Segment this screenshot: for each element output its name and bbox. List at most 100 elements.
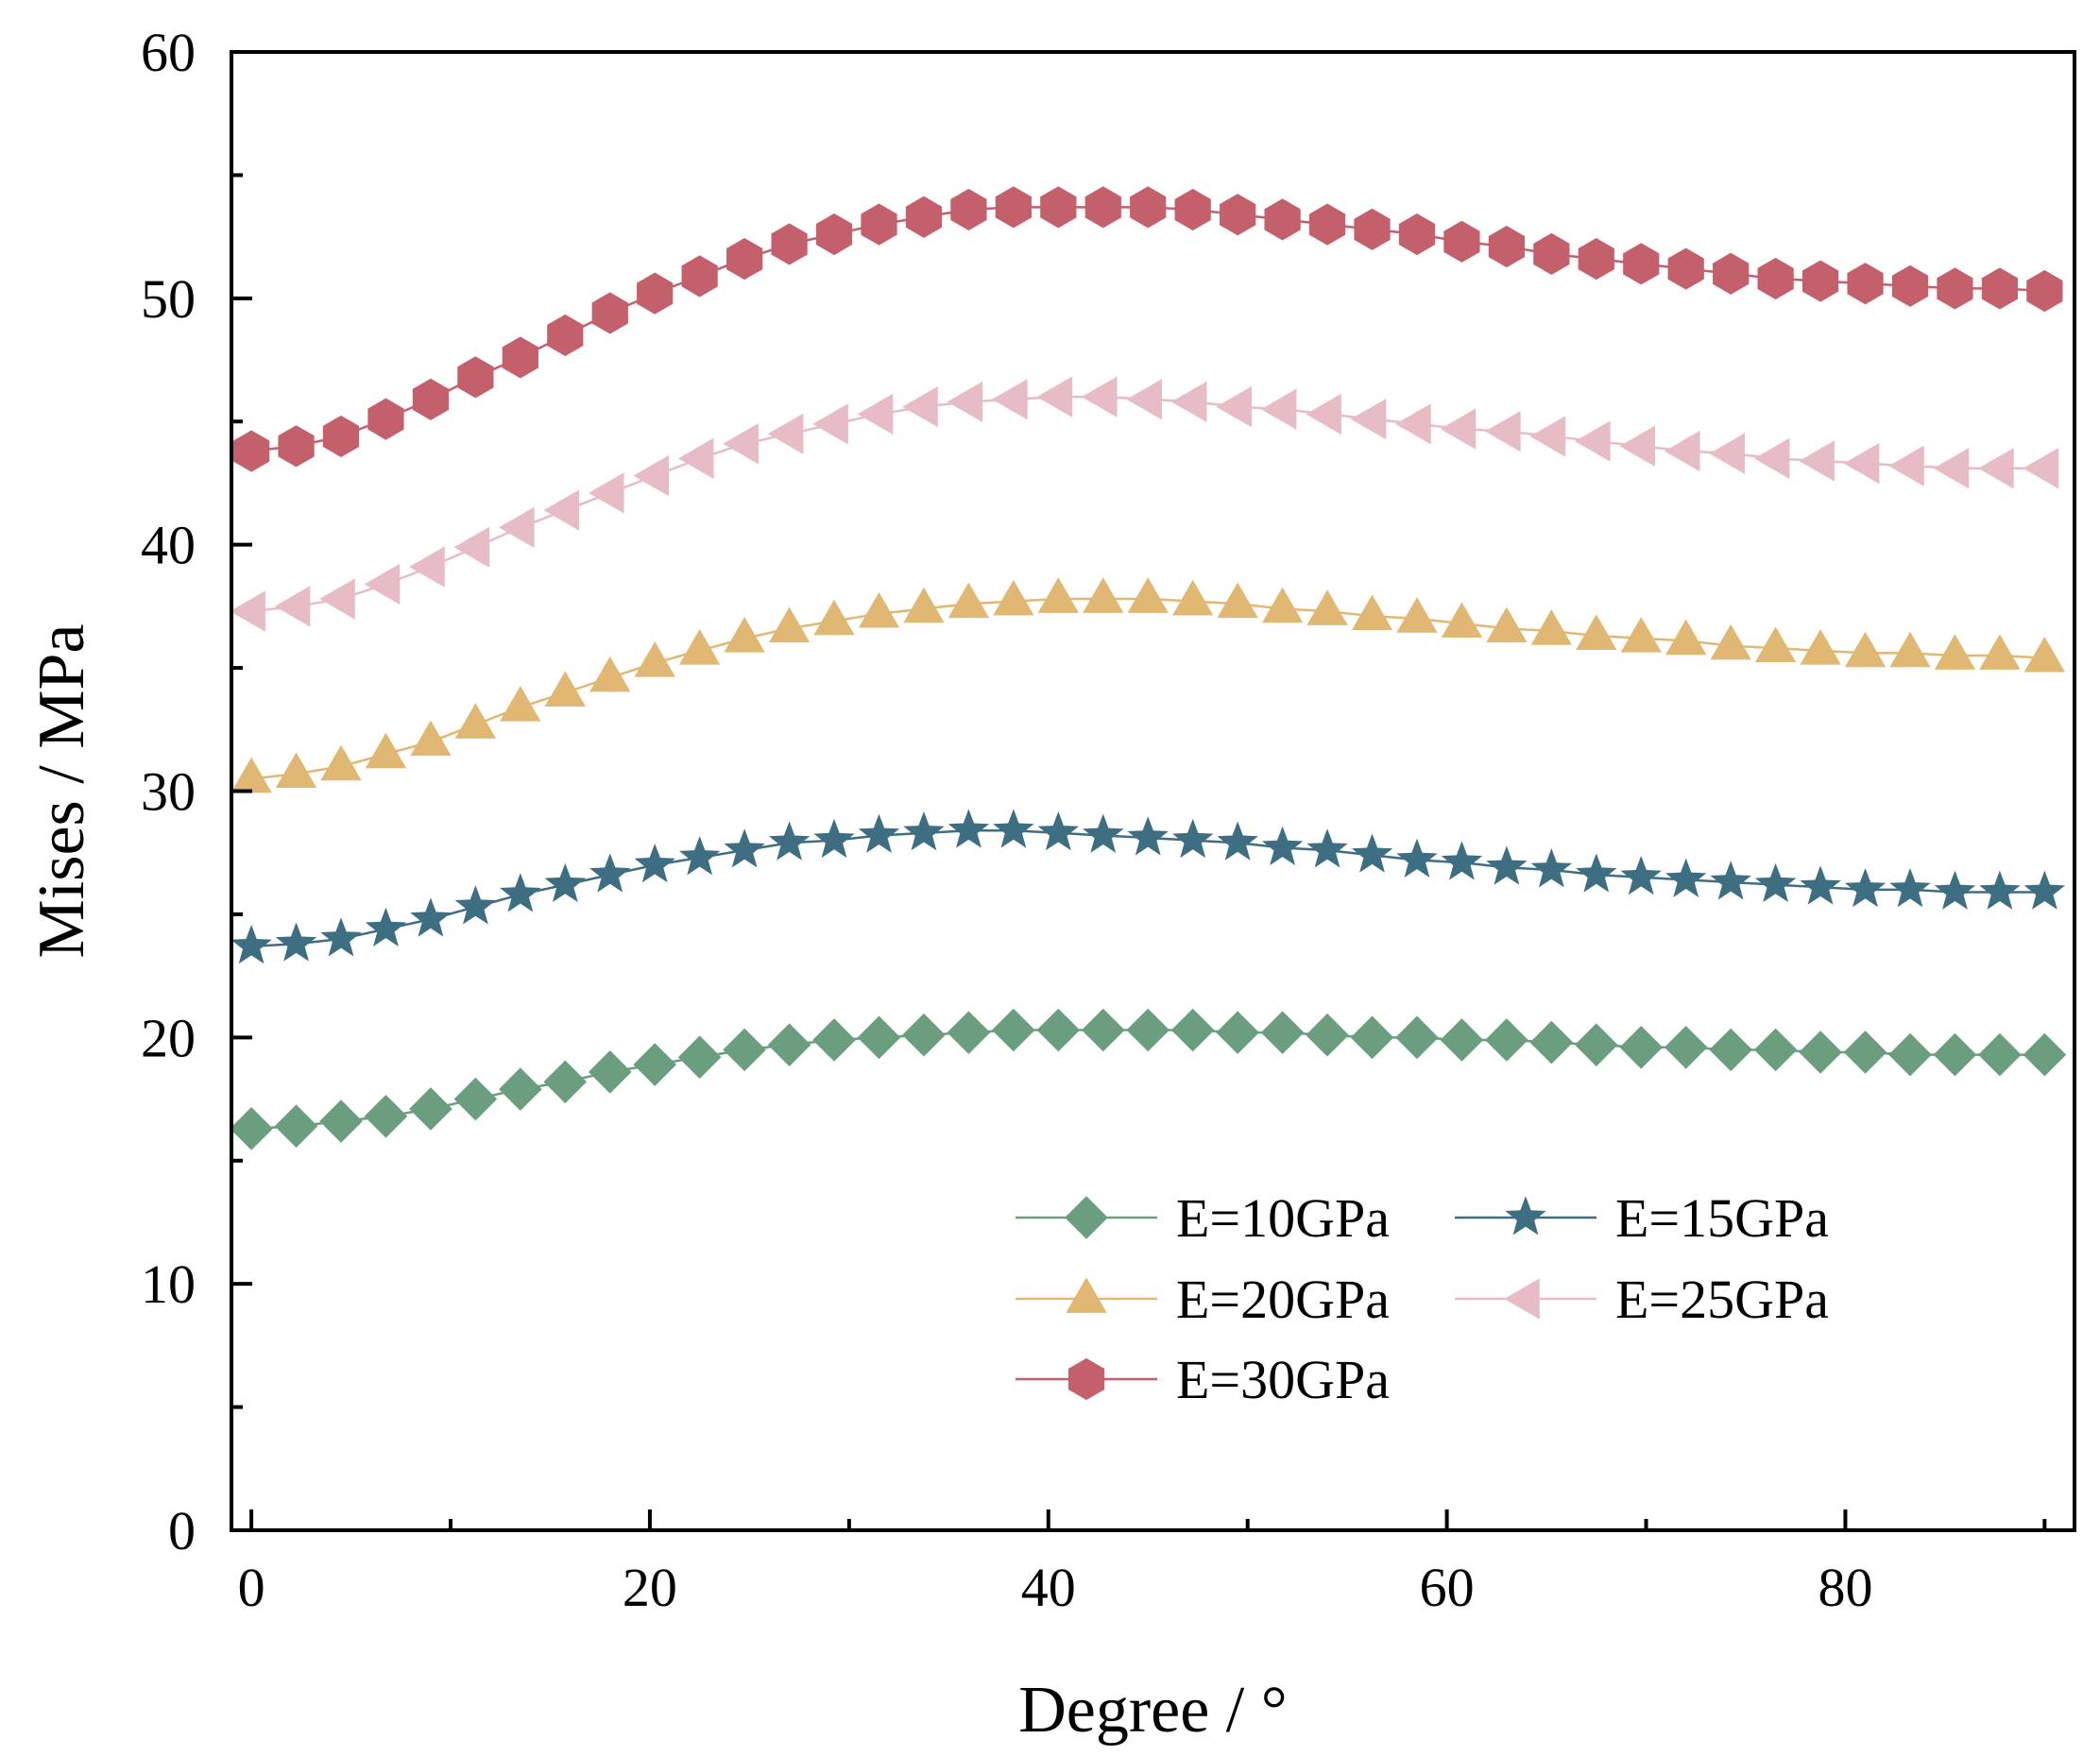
data-point <box>677 437 714 480</box>
data-point <box>543 489 580 531</box>
data-point <box>1486 845 1528 885</box>
data-point <box>591 292 628 334</box>
data-point <box>275 922 317 962</box>
legend-label: E=20GPa <box>1176 1269 1390 1330</box>
data-point <box>1799 440 1835 482</box>
data-point <box>1350 1015 1394 1060</box>
data-point <box>1441 602 1483 638</box>
data-point <box>724 616 765 653</box>
y-tick-label: 0 <box>168 1500 196 1561</box>
data-point <box>1889 868 1931 908</box>
legend-item: E=10GPa <box>1016 1187 1390 1249</box>
data-point <box>2023 448 2059 489</box>
data-point <box>1847 263 1884 305</box>
data-point <box>274 1104 318 1149</box>
data-point <box>678 836 721 876</box>
data-point <box>2023 1032 2067 1077</box>
data-point <box>1350 398 1387 440</box>
data-point <box>1623 243 1660 285</box>
data-point <box>1664 1025 1708 1069</box>
data-point <box>500 873 541 912</box>
data-point <box>1306 393 1341 435</box>
data-point <box>1978 1032 2022 1077</box>
data-point <box>947 381 983 423</box>
data-point <box>1934 870 1976 910</box>
data-point <box>410 720 452 757</box>
data-point <box>547 314 584 357</box>
data-point <box>499 1067 542 1111</box>
data-point <box>861 203 897 246</box>
data-point <box>499 506 535 549</box>
data-point <box>1127 816 1169 856</box>
data-point <box>902 385 938 428</box>
data-point <box>1443 220 1480 263</box>
y-tick-label: 60 <box>141 22 196 83</box>
legend-marker <box>1065 1196 1108 1239</box>
data-point <box>1937 267 1973 310</box>
data-point <box>274 586 311 627</box>
data-point <box>1040 186 1077 229</box>
data-point <box>365 907 407 947</box>
data-point <box>544 671 586 707</box>
data-point <box>232 430 270 472</box>
data-point <box>1576 614 1617 650</box>
data-point <box>1306 589 1348 625</box>
data-point <box>1216 385 1252 428</box>
data-point <box>995 186 1032 229</box>
data-point <box>589 656 631 692</box>
data-point <box>768 821 811 861</box>
data-point <box>1530 609 1572 645</box>
data-point <box>1126 1008 1170 1052</box>
legend-marker <box>1067 1357 1105 1401</box>
data-point <box>1843 1031 1887 1074</box>
data-point <box>1488 225 1525 268</box>
data-point <box>1081 1008 1125 1052</box>
data-point <box>813 818 855 859</box>
data-point <box>992 1008 1035 1052</box>
y-tick-label: 50 <box>141 268 196 330</box>
y-tick-label: 30 <box>141 761 196 823</box>
data-point <box>1619 425 1656 467</box>
data-point <box>905 196 943 238</box>
data-point <box>454 885 497 925</box>
data-point <box>230 1107 273 1151</box>
data-point <box>1843 442 1880 485</box>
data-point <box>1261 587 1304 623</box>
y-tick-label: 20 <box>141 1007 196 1068</box>
data-point <box>1888 1032 1932 1077</box>
data-point <box>1037 577 1079 613</box>
data-point <box>1753 437 1790 480</box>
data-point <box>1441 841 1483 880</box>
data-point <box>903 587 945 623</box>
data-point <box>1084 186 1121 229</box>
y-tick-label: 10 <box>141 1253 196 1315</box>
data-point <box>813 599 855 636</box>
data-point <box>1713 252 1750 295</box>
data-point <box>1398 213 1436 256</box>
data-point <box>812 403 848 445</box>
data-point <box>1619 1025 1664 1069</box>
data-point <box>1800 865 1841 905</box>
data-point <box>1757 257 1794 300</box>
data-point <box>1709 1028 1752 1072</box>
data-point <box>454 703 497 739</box>
data-point <box>1440 1018 1484 1062</box>
x-tick-label: 20 <box>623 1557 677 1618</box>
legend-label: E=15GPa <box>1615 1187 1829 1249</box>
data-point <box>768 606 811 643</box>
data-point <box>1130 186 1167 229</box>
data-point <box>320 917 362 957</box>
data-point <box>1306 828 1348 868</box>
data-point <box>1036 1008 1081 1052</box>
data-point <box>1261 826 1304 865</box>
legend-item: E=25GPa <box>1455 1269 1829 1330</box>
data-point <box>1710 861 1751 900</box>
data-point <box>1888 445 1924 486</box>
data-point <box>993 579 1034 616</box>
data-point <box>1220 194 1256 236</box>
data-point <box>812 1018 856 1062</box>
data-point <box>502 336 538 379</box>
data-point <box>2026 269 2063 313</box>
data-point <box>1396 838 1438 878</box>
